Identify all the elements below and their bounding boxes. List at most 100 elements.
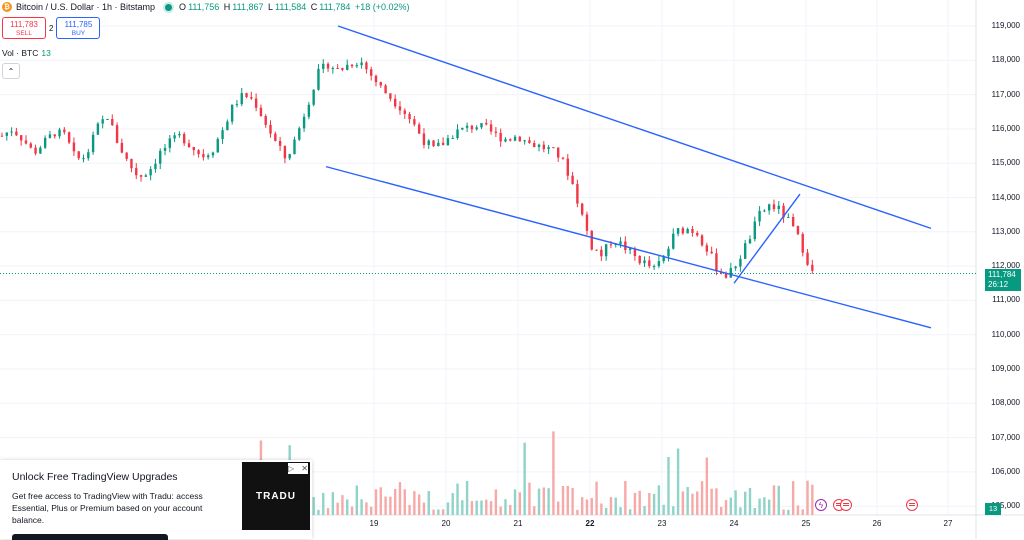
volume-bar xyxy=(350,506,354,515)
price-tick-label: 108,000 xyxy=(991,398,1020,408)
volume-bar xyxy=(585,499,589,515)
volume-bar xyxy=(441,509,445,515)
candle-body xyxy=(48,134,52,138)
volume-bar xyxy=(691,493,694,515)
low-value: 111,584 xyxy=(275,2,307,12)
candle-body xyxy=(542,144,546,150)
volume-bar xyxy=(322,492,325,515)
candle-body xyxy=(346,64,349,70)
candle-body xyxy=(787,217,790,219)
volume-bar xyxy=(672,506,675,515)
candle-body xyxy=(451,138,454,140)
ad-choices-icon[interactable]: ▷ xyxy=(288,464,295,473)
symbol-title[interactable]: Bitcoin / U.S. Dollar · 1h · Bitstamp xyxy=(16,2,156,12)
candle-body xyxy=(91,134,95,153)
close-icon[interactable]: ✕ xyxy=(301,464,308,473)
volume-bar xyxy=(389,496,392,515)
volume-bar xyxy=(700,481,704,515)
date-tick-label: 21 xyxy=(513,519,523,528)
market-status-icon[interactable] xyxy=(165,3,173,11)
candle-body xyxy=(700,235,704,246)
us-flag-icon[interactable] xyxy=(840,499,852,511)
volume-bar xyxy=(619,507,622,515)
candle-body xyxy=(427,140,430,145)
candle-body xyxy=(211,152,215,156)
date-tick-label: 22 xyxy=(585,519,595,528)
candle-body xyxy=(480,123,483,128)
candle-body xyxy=(235,104,239,106)
candle-body xyxy=(547,147,550,150)
high-value: 111,867 xyxy=(232,2,264,12)
us-flag-icon[interactable] xyxy=(906,499,918,511)
candle-body xyxy=(465,125,469,128)
volume-bar xyxy=(758,498,761,515)
candle-body xyxy=(125,152,128,159)
candle-body xyxy=(772,204,776,210)
volume-bar xyxy=(724,500,728,515)
ad-cta-button[interactable] xyxy=(12,534,168,540)
buy-label: BUY xyxy=(71,30,86,37)
sell-button[interactable]: 111,783 SELL xyxy=(2,17,46,39)
volume-bar xyxy=(413,491,416,515)
volume-bar xyxy=(393,488,397,515)
candle-body xyxy=(811,264,814,271)
volume-bar xyxy=(446,502,450,515)
candle-body xyxy=(744,243,747,259)
candle-body xyxy=(159,150,162,164)
lightning-event-icon[interactable]: ϟ xyxy=(815,499,827,511)
candle-body xyxy=(53,134,56,137)
volume-bar xyxy=(489,501,493,515)
candle-body xyxy=(322,63,325,69)
volume-bar xyxy=(576,509,579,515)
candle-body xyxy=(96,123,100,135)
volume-bar xyxy=(485,499,488,515)
candle-body xyxy=(274,133,277,141)
volume-bar xyxy=(480,500,483,515)
candle-body xyxy=(494,131,498,133)
volume-bar xyxy=(533,506,536,515)
volume-bar xyxy=(787,509,790,515)
candle-body xyxy=(393,98,397,107)
collapse-legend-button[interactable]: ⌃ xyxy=(2,63,20,79)
candle-body xyxy=(298,128,301,140)
volume-bar xyxy=(513,489,517,515)
candle-body xyxy=(408,113,411,120)
candle-body xyxy=(696,232,699,236)
volume-bar xyxy=(504,499,507,515)
price-tick-label: 106,000 xyxy=(991,466,1020,476)
volume-bar xyxy=(734,490,737,515)
candle-body xyxy=(374,75,378,83)
candle-body xyxy=(537,144,541,148)
volume-bar xyxy=(408,504,411,515)
candle-body xyxy=(499,132,502,142)
buy-button[interactable]: 111,785 BUY xyxy=(56,17,101,39)
candle-body xyxy=(240,93,243,105)
candle-body xyxy=(278,140,282,146)
volume-legend[interactable]: Vol · BTC 13 xyxy=(2,48,51,58)
candle-body xyxy=(557,147,560,158)
candle-body xyxy=(739,258,742,267)
candle-body xyxy=(580,203,584,215)
volume-bar xyxy=(595,481,598,515)
current-price-label: 111,784 26:12 xyxy=(985,269,1021,291)
candle-body xyxy=(139,175,143,177)
candle-body xyxy=(43,137,47,148)
volume-badge: 13 xyxy=(985,503,1001,515)
volume-bar xyxy=(537,488,541,515)
trend-line-upper xyxy=(337,25,932,230)
candle-body xyxy=(422,133,426,145)
candle-body xyxy=(173,135,176,139)
volume-bar xyxy=(676,448,680,515)
candle-body xyxy=(489,124,493,132)
date-tick-label: 19 xyxy=(369,519,379,528)
ad-banner[interactable]: Unlock Free TradingView Upgrades Get fre… xyxy=(0,460,312,540)
candle-body xyxy=(796,225,800,235)
candle-body xyxy=(533,143,536,148)
candle-body xyxy=(202,154,205,158)
candle-body xyxy=(585,214,589,231)
volume-bar xyxy=(720,506,723,515)
volume-bar xyxy=(461,500,464,515)
candle-body xyxy=(370,69,373,76)
